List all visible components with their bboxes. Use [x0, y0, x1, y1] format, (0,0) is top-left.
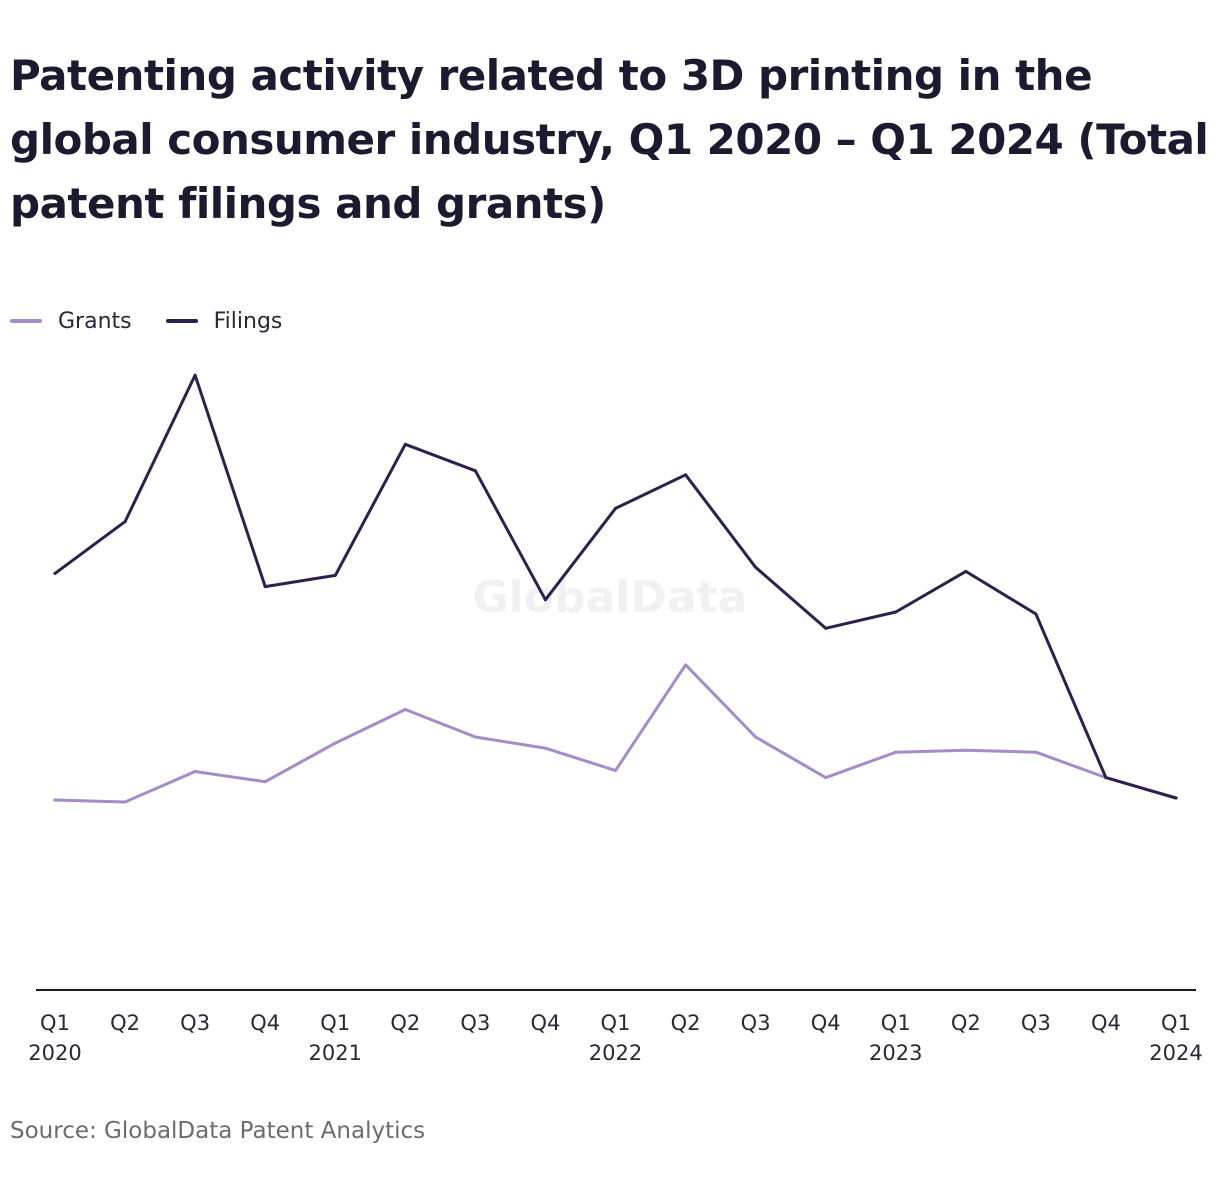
series-layer [53, 373, 1178, 804]
x-tick-year-label: 2023 [869, 1041, 922, 1065]
watermark: GlobalData [473, 572, 748, 623]
data-point-filings [473, 469, 477, 473]
data-point-filings [894, 610, 898, 614]
x-tick-label: Q1 [1161, 1011, 1191, 1035]
data-point-filings [1104, 776, 1108, 780]
data-point-filings [824, 626, 828, 630]
series-line-grants [53, 663, 1178, 804]
data-point-filings [263, 585, 267, 589]
chart-legend: Grants Filings [10, 306, 282, 336]
data-point-grants [894, 750, 898, 754]
x-tick-label: Q2 [671, 1011, 701, 1035]
data-point-grants [754, 735, 758, 739]
data-point-grants [1034, 750, 1038, 754]
legend-item-filings: Filings [165, 308, 283, 334]
legend-swatch-grants [10, 319, 42, 323]
data-point-grants [53, 798, 57, 802]
x-axis-ticks: Q1 2020 Q2 Q3 Q4 Q1 2021 Q2 Q3 Q4 Q1 2022 Q2 Q3 Q4 Q1 20… [28, 1011, 1202, 1065]
legend-label-grants: Grants [58, 308, 132, 334]
data-point-filings [123, 520, 127, 524]
x-tick-label: Q1 [881, 1011, 911, 1035]
data-point-grants [824, 776, 828, 780]
x-tick-label: Q4 [1091, 1011, 1121, 1035]
data-point-grants [614, 769, 617, 773]
x-tick-label: Q1 [601, 1011, 631, 1035]
data-point-grants [193, 770, 197, 774]
x-tick-label: Q4 [250, 1011, 280, 1035]
x-tick-year-label: 2024 [1149, 1041, 1202, 1065]
data-point-filings [684, 473, 688, 477]
x-tick-label: Q4 [530, 1011, 560, 1035]
x-tick-year-label: 2020 [28, 1041, 81, 1065]
data-point-grants [403, 708, 407, 712]
data-point-filings [53, 571, 57, 575]
source-note: Source: GlobalData Patent Analytics [10, 1118, 426, 1144]
data-point-grants [684, 663, 688, 667]
data-point-filings [614, 506, 617, 510]
chart-title: Patenting activity related to 3D printin… [10, 51, 1209, 228]
line-chart: GlobalData Q1 2020 Q2 Q3 Q4 Q1 2021 Q2 Q3 Q4 Q1 202… [28, 373, 1203, 1065]
data-point-filings [333, 573, 337, 577]
data-point-filings [754, 565, 758, 569]
legend-label-filings: Filings [213, 308, 283, 334]
data-point-grants [263, 780, 267, 784]
x-tick-label: Q2 [110, 1011, 140, 1035]
data-point-filings [964, 569, 968, 573]
legend-item-grants: Grants [10, 309, 132, 334]
data-point-grants [473, 735, 477, 739]
x-tick-label: Q1 [40, 1011, 70, 1035]
data-point-filings [1034, 612, 1038, 616]
x-tick-label: Q3 [1021, 1011, 1051, 1035]
x-tick-label: Q3 [180, 1011, 210, 1035]
x-tick-year-label: 2022 [589, 1041, 642, 1065]
data-point-filings [543, 598, 547, 602]
x-tick-label: Q3 [460, 1011, 490, 1035]
data-point-grants [964, 748, 968, 752]
x-tick-year-label: 2021 [309, 1041, 362, 1065]
x-tick-label: Q1 [320, 1011, 350, 1035]
x-tick-label: Q2 [951, 1011, 981, 1035]
data-point-filings [193, 373, 197, 377]
legend-swatch-filings [165, 319, 198, 323]
data-point-grants [333, 741, 337, 745]
data-point-filings [1174, 796, 1178, 800]
data-point-grants [123, 800, 127, 804]
data-point-filings [403, 442, 407, 446]
x-tick-label: Q3 [741, 1011, 771, 1035]
data-point-grants [543, 746, 547, 750]
x-tick-label: Q4 [811, 1011, 841, 1035]
x-tick-label: Q2 [390, 1011, 420, 1035]
